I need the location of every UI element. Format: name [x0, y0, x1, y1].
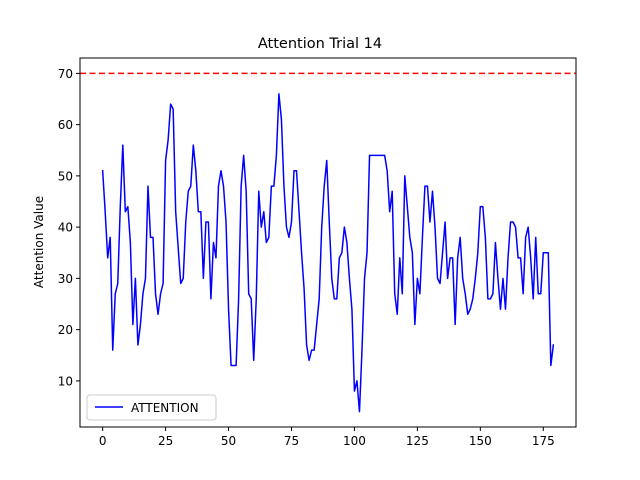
legend-label-attention: ATTENTION — [131, 401, 199, 415]
x-tick-label: 125 — [406, 434, 429, 448]
legend-box — [86, 394, 217, 421]
x-tick-label: 150 — [469, 434, 492, 448]
y-tick-label: 10 — [58, 374, 73, 388]
x-tick-label: 25 — [158, 434, 173, 448]
y-axis: 10 20 30 40 50 60 70 — [58, 67, 80, 388]
x-tick-label: 0 — [99, 434, 107, 448]
plot-frame — [79, 57, 577, 428]
x-tick-label: 50 — [221, 434, 236, 448]
x-axis: 0 25 50 75 100 125 150 175 — [99, 427, 555, 448]
series-line-attention — [101, 93, 555, 413]
y-tick-label: 60 — [58, 118, 73, 132]
plot-area — [79, 57, 577, 428]
legend: ATTENTION — [86, 394, 217, 421]
y-tick-label: 30 — [58, 272, 73, 286]
y-tick-label: 20 — [58, 323, 73, 337]
x-tick-label: 75 — [284, 434, 299, 448]
x-tick-label: 100 — [343, 434, 366, 448]
chart-title: Attention Trial 14 — [258, 36, 382, 52]
y-tick-label: 50 — [58, 169, 73, 183]
y-tick-label: 70 — [58, 67, 73, 81]
y-axis-label: Attention Value — [32, 196, 46, 288]
y-tick-label: 40 — [58, 221, 73, 235]
x-tick-label: 175 — [532, 434, 555, 448]
